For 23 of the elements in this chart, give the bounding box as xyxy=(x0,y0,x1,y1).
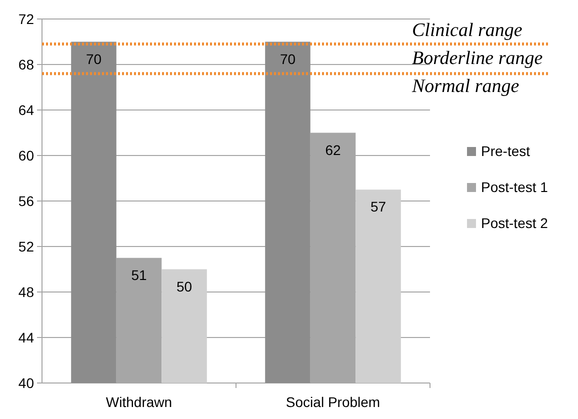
legend-label: Post-test 2 xyxy=(481,215,548,231)
data-label: 70 xyxy=(280,50,296,67)
y-tick-label: 64 xyxy=(18,102,34,118)
y-tick-label: 52 xyxy=(18,238,34,254)
annotation: Normal range xyxy=(411,76,520,97)
legend-label: Pre-test xyxy=(481,143,530,159)
y-tick-label: 56 xyxy=(18,193,34,209)
x-tick-label: Withdrawn xyxy=(106,394,172,410)
y-tick-label: 68 xyxy=(18,56,34,72)
y-tick-label: 60 xyxy=(18,148,34,164)
annotation: Clinical range xyxy=(412,20,522,41)
y-tick-label: 44 xyxy=(18,330,34,346)
y-tick-label: 40 xyxy=(18,375,34,391)
y-tick-label: 48 xyxy=(18,284,34,300)
x-tick-label: Social Problem xyxy=(286,394,380,410)
y-tick-label: 72 xyxy=(18,11,34,27)
legend-label: Post-test 1 xyxy=(481,179,548,195)
data-label: 70 xyxy=(86,50,102,67)
data-label: 50 xyxy=(176,278,192,294)
data-label: 62 xyxy=(325,142,341,158)
data-label: 57 xyxy=(370,198,386,215)
data-label: 51 xyxy=(131,266,147,283)
annotation: Borderline range xyxy=(412,48,543,69)
